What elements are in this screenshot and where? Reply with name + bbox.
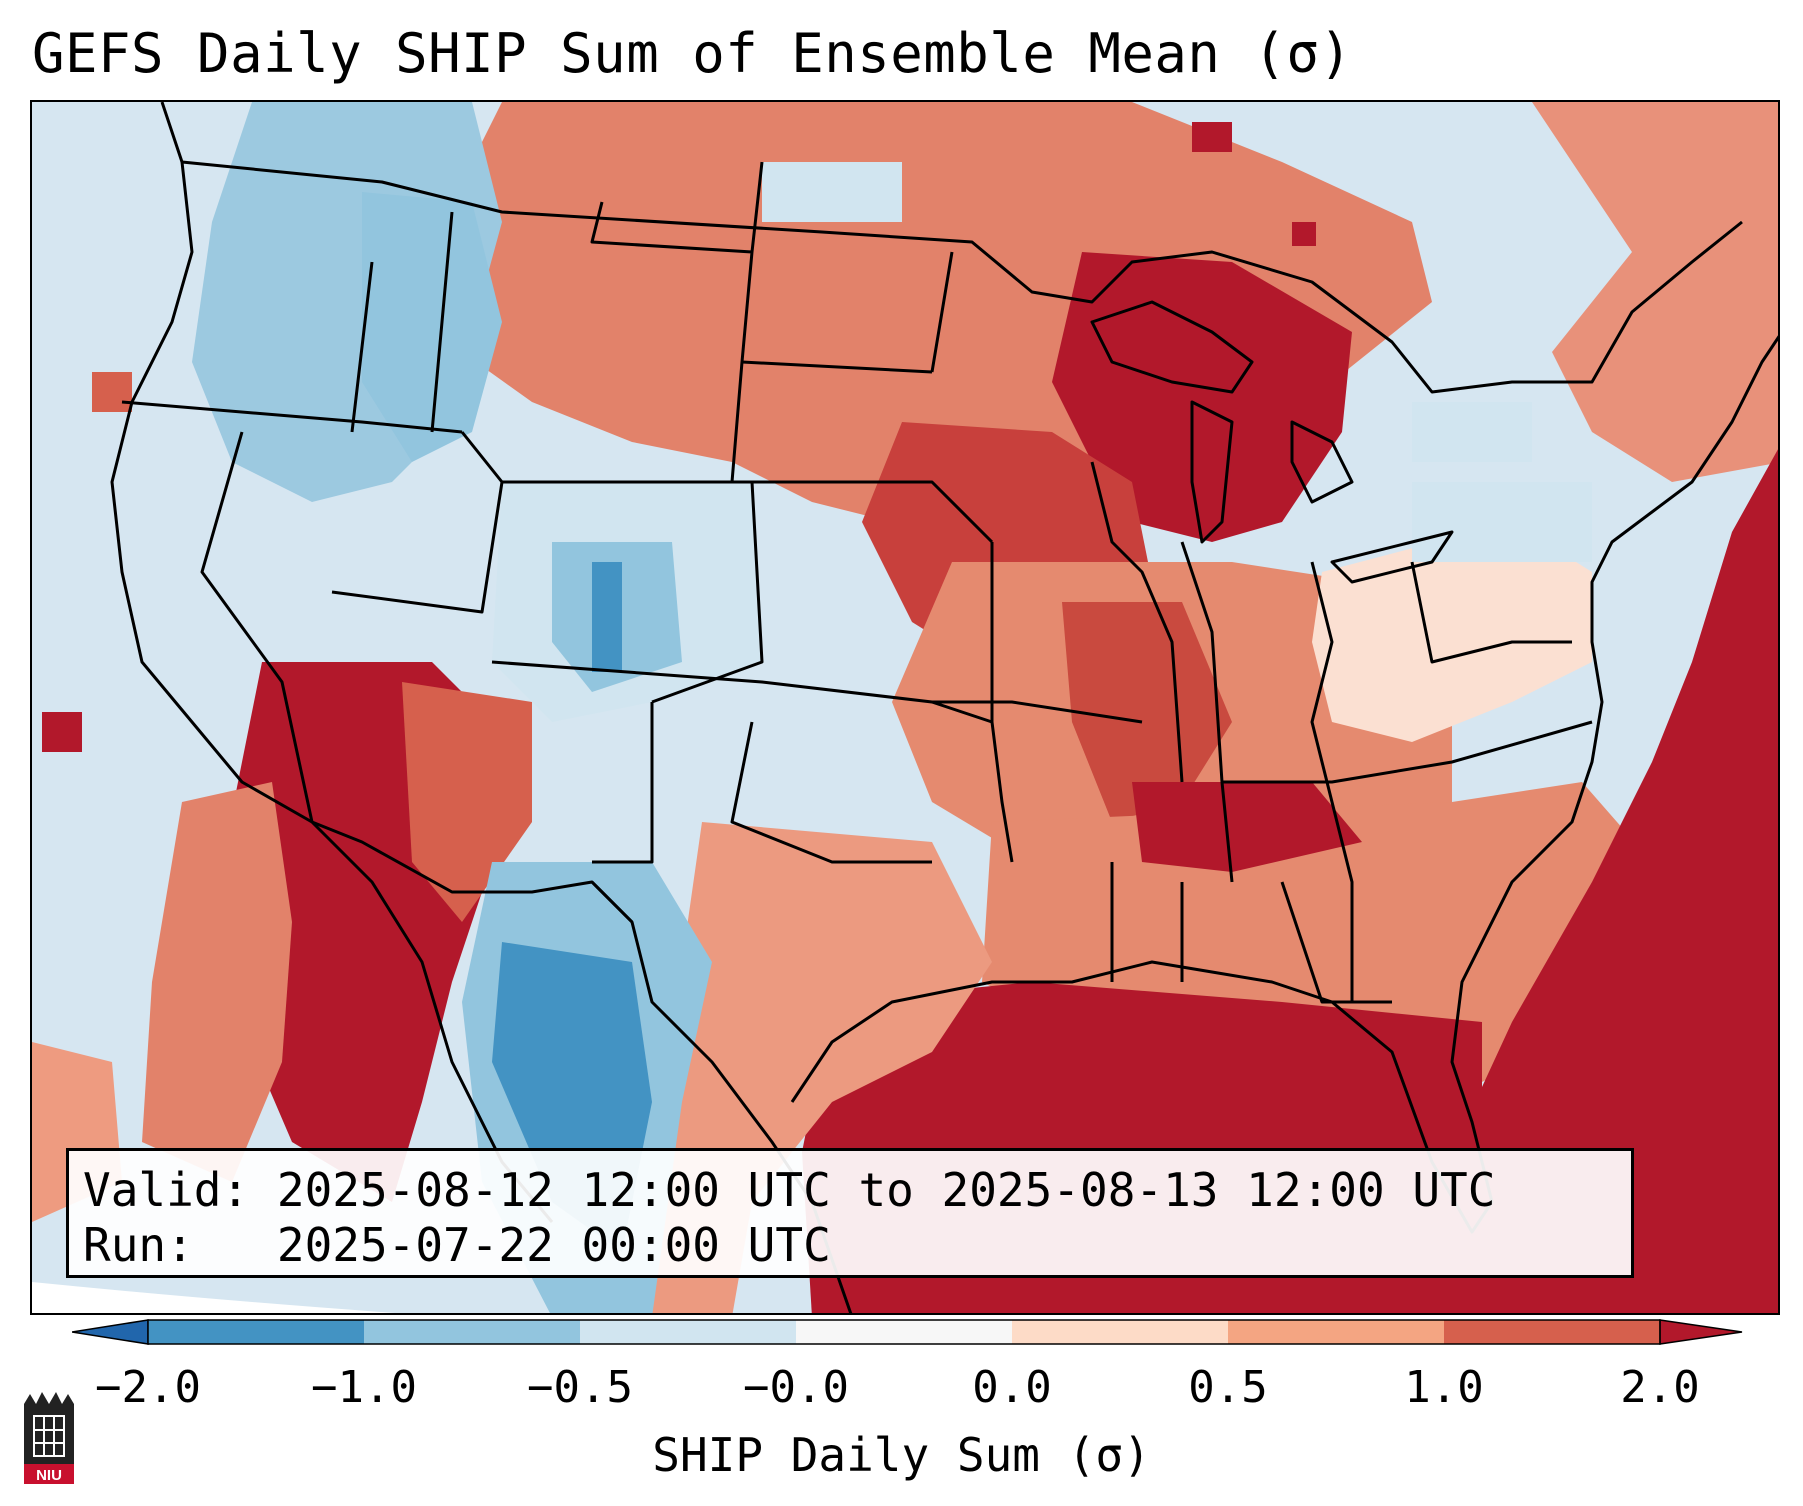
map-title: GEFS Daily SHIP Sum of Ensemble Mean (σ): [32, 22, 1353, 85]
ship-field-map: [32, 102, 1778, 1313]
speckle-1: [1292, 222, 1316, 246]
colorbar-segment-5: [1012, 1320, 1228, 1344]
region-illinois-strong: [1062, 602, 1232, 822]
region-idaho-negative: [362, 192, 502, 462]
region-atlantic-strong: [1432, 449, 1778, 1313]
colorbar-tick-8: 2.0: [1620, 1362, 1700, 1413]
colorbar-tick-3: −0.5: [527, 1362, 633, 1413]
state-line-2: [460, 431, 764, 704]
speckle-4: [1412, 402, 1532, 462]
state-line-9: [592, 702, 932, 864]
state-line-3: [200, 431, 314, 823]
region-great-lakes-strong: [1052, 252, 1352, 542]
great-lakes: [1090, 300, 1454, 584]
svg-text:NIU: NIU: [36, 1467, 62, 1484]
run-label: Run:: [83, 1218, 194, 1272]
canada-border: [181, 160, 1743, 394]
state-line-15: [1410, 561, 1572, 664]
state-line-14: [1310, 561, 1354, 1002]
state-line-7: [730, 361, 994, 544]
region-mid-atlantic-light: [1312, 522, 1592, 742]
state-line-10: [932, 542, 1143, 863]
colorbar-tick-4: −0.0: [743, 1362, 849, 1413]
region-colorado-strong: [592, 562, 622, 672]
colorbar-extend-high: [1659, 1319, 1743, 1345]
region-pacific-positive: [142, 782, 292, 1182]
run-row: Run: 2025-07-22 00:00 UTC: [83, 1218, 1617, 1273]
colorbar-segment-7: [1444, 1320, 1660, 1344]
colorbar-tick-5: 0.0: [972, 1362, 1052, 1413]
valid-run-infobox: Valid: 2025-08-12 12:00 UTC to 2025-08-1…: [66, 1148, 1634, 1278]
speckle-2: [1192, 122, 1232, 152]
colorbar-outline: [147, 1319, 1661, 1345]
valid-value: 2025-08-12 12:00 UTC to 2025-08-13 12:00…: [276, 1163, 1496, 1217]
colorbar-segment-1: [148, 1320, 364, 1344]
niu-logo: NIU: [24, 1392, 74, 1484]
domain-corner: [32, 1282, 395, 1313]
map-panel: [30, 100, 1780, 1315]
valid-label: Valid:: [83, 1163, 250, 1217]
speckle-3: [762, 162, 902, 222]
colorbar-segment-6: [1228, 1320, 1444, 1344]
region-tennessee-strong: [1132, 782, 1362, 872]
speckle-6: [92, 372, 132, 412]
colorbar-tick-1: −2.0: [95, 1362, 201, 1413]
colorbar-segment-4: [796, 1320, 1012, 1344]
state-line-8: [491, 660, 993, 724]
mexico-border: [311, 820, 634, 924]
state-line-13: [1222, 720, 1593, 784]
region-pacific-spot: [42, 712, 82, 752]
valid-row: Valid: 2025-08-12 12:00 UTC to 2025-08-1…: [83, 1163, 1617, 1218]
state-line-12: [1180, 541, 1234, 883]
state-line-6: [590, 161, 954, 374]
state-line-16: [1110, 862, 1392, 1004]
state-line-1: [121, 400, 463, 434]
state-line-11: [1090, 461, 1184, 783]
boundaries: [110, 102, 1778, 1313]
state-line-4: [331, 481, 504, 614]
state-line-5: [350, 211, 454, 433]
colorbar-extend-low: [72, 1319, 149, 1345]
colorbar-segment-3: [580, 1320, 796, 1344]
colorbar: [72, 1319, 1743, 1345]
colorbar-segment-2: [364, 1320, 580, 1344]
run-value: 2025-07-22 00:00 UTC: [276, 1218, 831, 1272]
colorbar-tick-2: −1.0: [311, 1362, 417, 1413]
colorbar-tick-7: 1.0: [1404, 1362, 1484, 1413]
colorbar-tick-6: 0.5: [1188, 1362, 1268, 1413]
colorbar-label: SHIP Daily Sum (σ): [652, 1428, 1151, 1482]
